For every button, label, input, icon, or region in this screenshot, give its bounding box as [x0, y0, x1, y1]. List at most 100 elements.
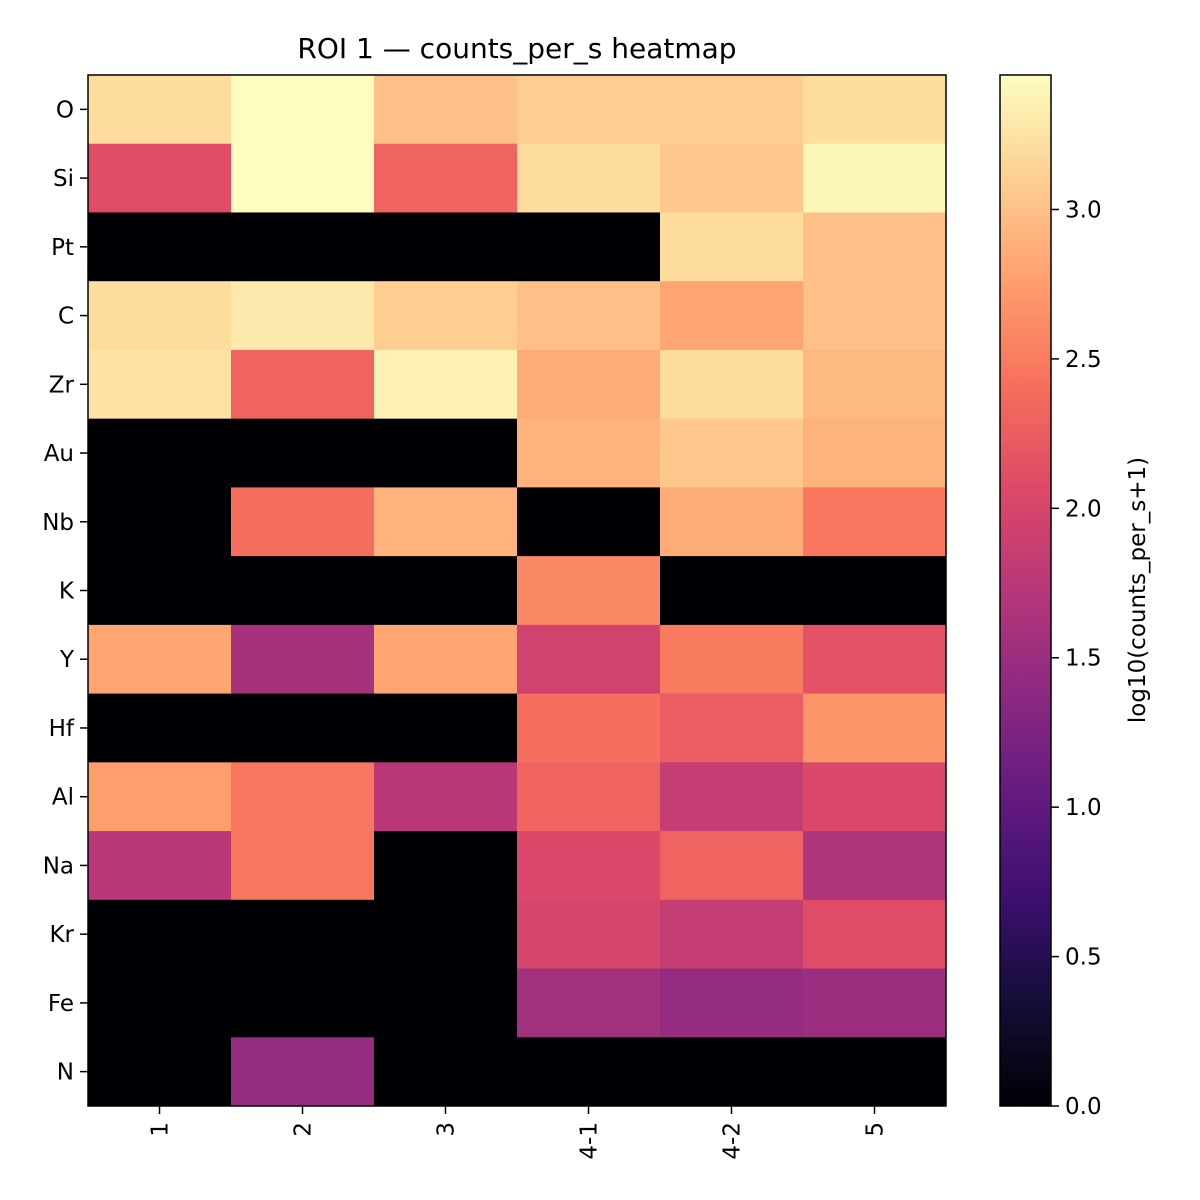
heatmap-cell-Y-1	[88, 624, 232, 695]
heatmap-cell-Au-2	[231, 418, 375, 488]
colorbar-tick-label: 1.0	[1065, 795, 1102, 821]
heatmap-cell-Pt-4-1	[517, 212, 661, 282]
y-tick-label: Fe	[48, 991, 74, 1017]
x-tick-label: 5	[863, 1122, 889, 1137]
heatmap-cell-Pt-1	[88, 212, 232, 282]
heatmap-cell-Zr-2	[231, 349, 375, 420]
colorbar-tick-label: 1.5	[1065, 646, 1102, 672]
y-axis-ticks: O Si Pt C Zr Au Nb K Y Hf Al Na Kr Fe N	[42, 97, 88, 1086]
y-tick-label: N	[57, 1060, 74, 1086]
heatmap-cell-N-2	[231, 1037, 375, 1107]
chart-title: ROI 1 — counts_per_s heatmap	[297, 32, 736, 65]
x-tick-label: 1	[148, 1122, 174, 1137]
heatmap-cell-O-5	[803, 75, 947, 145]
heatmap-cell-Y-4-2	[660, 624, 804, 695]
heatmap-cell-Kr-1	[88, 899, 232, 970]
colorbar-ticks: 0.0 0.5 1.0 1.5 2.0 2.5 3.0	[1051, 197, 1102, 1120]
heatmap-cell-Y-3	[374, 624, 518, 695]
heatmap-cell-Nb-2	[231, 487, 375, 557]
x-axis-ticks: 1 2 3 4-1 4-2 5	[148, 1106, 889, 1160]
heatmap-cells	[88, 75, 947, 1107]
heatmap-cell-Zr-5	[803, 349, 947, 420]
colorbar-tick-label: 0.5	[1065, 945, 1102, 971]
heatmap-cell-O-1	[88, 75, 232, 145]
y-tick-label: O	[56, 97, 74, 123]
heatmap-cell-Nb-3	[374, 487, 518, 557]
heatmap-cell-C-4-1	[517, 281, 661, 351]
heatmap-cell-K-4-1	[517, 556, 661, 626]
heatmap-cell-Au-5	[803, 418, 947, 488]
heatmap-cell-Na-4-2	[660, 831, 804, 901]
x-tick-label: 4-1	[577, 1122, 603, 1160]
y-tick-label: Al	[52, 785, 74, 811]
heatmap-cell-Au-4-1	[517, 418, 661, 488]
heatmap-cell-Au-3	[374, 418, 518, 488]
heatmap-cell-Fe-4-1	[517, 968, 661, 1038]
y-tick-label: Zr	[49, 372, 75, 398]
heatmap-cell-Zr-3	[374, 349, 518, 420]
y-tick-label: Pt	[51, 235, 74, 261]
heatmap-cell-O-4-1	[517, 75, 661, 145]
heatmap-cell-Al-5	[803, 762, 947, 832]
heatmap-cell-Fe-3	[374, 968, 518, 1038]
heatmap-cell-Na-4-1	[517, 831, 661, 901]
heatmap-cell-Fe-4-2	[660, 968, 804, 1038]
x-tick-label: 4-2	[720, 1122, 746, 1160]
heatmap-cell-N-5	[803, 1037, 947, 1107]
heatmap-cell-C-1	[88, 281, 232, 351]
heatmap-cell-N-4-1	[517, 1037, 661, 1107]
y-tick-label: K	[59, 579, 75, 605]
heatmap-cell-Kr-3	[374, 899, 518, 970]
heatmap-cell-C-2	[231, 281, 375, 351]
heatmap-cell-Hf-3	[374, 693, 518, 763]
heatmap-cell-Hf-4-1	[517, 693, 661, 763]
y-tick-label: Kr	[49, 922, 74, 948]
heatmap-cell-Kr-2	[231, 899, 375, 970]
x-tick-label: 2	[291, 1122, 317, 1137]
heatmap-cell-Kr-4-1	[517, 899, 661, 970]
heatmap-cell-Na-1	[88, 831, 232, 901]
x-tick-label: 3	[434, 1122, 460, 1137]
heatmap-cell-Nb-4-1	[517, 487, 661, 557]
heatmap-cell-Nb-5	[803, 487, 947, 557]
heatmap-cell-O-4-2	[660, 75, 804, 145]
heatmap-cell-K-4-2	[660, 556, 804, 626]
heatmap-cell-Y-4-1	[517, 624, 661, 695]
heatmap-cell-Si-3	[374, 143, 518, 213]
heatmap-cell-Na-3	[374, 831, 518, 901]
heatmap-cell-C-5	[803, 281, 947, 351]
heatmap-cell-Hf-2	[231, 693, 375, 763]
heatmap-cell-K-2	[231, 556, 375, 626]
heatmap-cell-Fe-2	[231, 968, 375, 1038]
colorbar-tick-label: 2.0	[1065, 496, 1102, 522]
heatmap-cell-Kr-5	[803, 899, 947, 970]
y-tick-label: Na	[43, 853, 74, 879]
heatmap-cell-Hf-5	[803, 693, 947, 763]
colorbar-tick-label: 2.5	[1065, 347, 1102, 373]
heatmap-cell-N-4-2	[660, 1037, 804, 1107]
heatmap-cell-Au-1	[88, 418, 232, 488]
y-tick-label: Au	[44, 441, 74, 467]
colorbar-label: log10(counts_per_s+1)	[1125, 457, 1151, 723]
y-tick-label: Hf	[49, 716, 75, 742]
colorbar-tick-label: 3.0	[1065, 197, 1102, 223]
heatmap-cell-Hf-4-2	[660, 693, 804, 763]
heatmap-cell-Al-1	[88, 762, 232, 832]
heatmap-cell-Al-4-2	[660, 762, 804, 832]
heatmap-cell-K-3	[374, 556, 518, 626]
heatmap-cell-Si-2	[231, 143, 375, 213]
heatmap-cell-Nb-4-2	[660, 487, 804, 557]
heatmap-cell-Pt-2	[231, 212, 375, 282]
heatmap-cell-Na-2	[231, 831, 375, 901]
heatmap-cell-Pt-4-2	[660, 212, 804, 282]
heatmap-cell-Y-2	[231, 624, 375, 695]
y-tick-label: Nb	[42, 510, 74, 536]
y-tick-label: C	[58, 304, 74, 330]
heatmap-cell-Zr-4-2	[660, 349, 804, 420]
heatmap-cell-Pt-5	[803, 212, 947, 282]
heatmap-cell-N-1	[88, 1037, 232, 1107]
heatmap-cell-Zr-4-1	[517, 349, 661, 420]
heatmap-cell-O-2	[231, 75, 375, 145]
colorbar-tick-label: 0.0	[1065, 1094, 1102, 1120]
